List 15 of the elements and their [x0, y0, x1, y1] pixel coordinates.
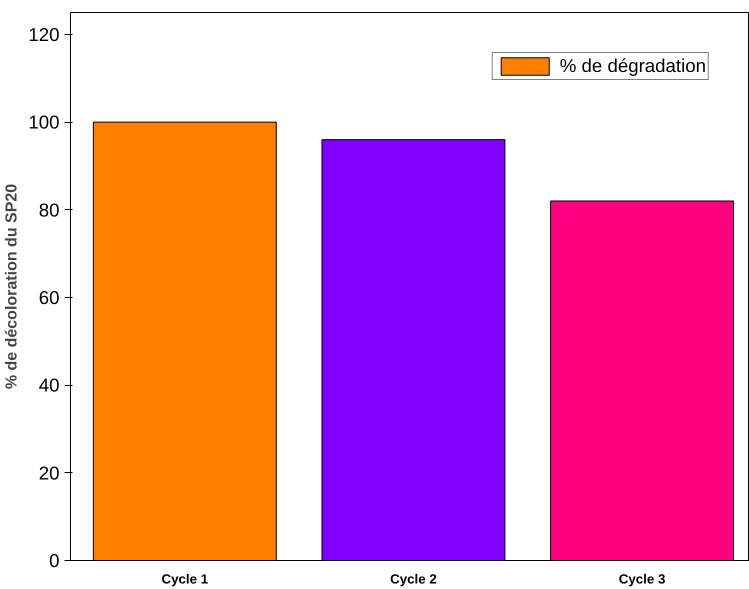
- x-tick-label: Cycle 3: [618, 572, 666, 586]
- y-axis-title: % de décoloration du SP20: [3, 184, 20, 390]
- bar: [321, 139, 506, 560]
- y-tick-label: 100: [28, 112, 60, 133]
- y-tick-label: 40: [38, 374, 60, 396]
- y-tick-label: 60: [38, 286, 60, 308]
- y-tick-label: 20: [38, 462, 60, 484]
- y-tick-label: 80: [38, 199, 60, 220]
- x-tick-label: Cycle 1: [161, 572, 209, 586]
- y-tick-label: 0: [49, 550, 60, 571]
- y-tick-label: 120: [28, 24, 60, 45]
- bar: [92, 122, 277, 560]
- legend-label: % de dégradation: [560, 55, 706, 77]
- bar: [550, 200, 734, 560]
- x-tick-label: Cycle 2: [390, 572, 437, 586]
